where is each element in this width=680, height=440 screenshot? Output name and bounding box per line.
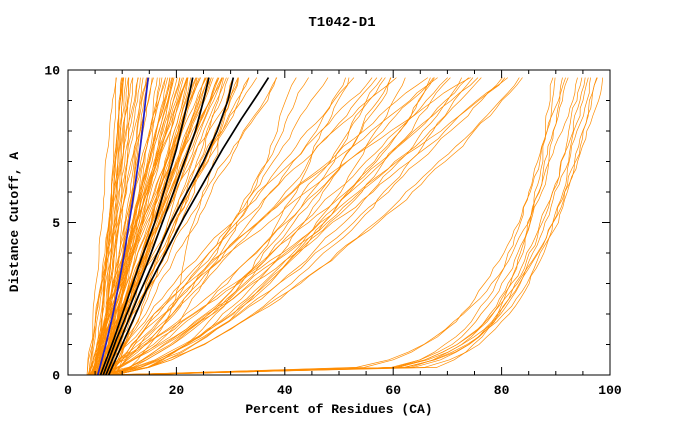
x-axis-label: Percent of Residues (CA) xyxy=(245,402,432,417)
ensemble-curve xyxy=(95,77,451,375)
ensemble-curve xyxy=(109,77,214,375)
ensemble-curve xyxy=(96,77,386,375)
ensemble-curve xyxy=(125,77,583,375)
ensemble-curve xyxy=(100,77,383,375)
ensemble-curve xyxy=(99,77,329,375)
y-tick-label: 0 xyxy=(52,369,60,384)
black-model-2-curve xyxy=(102,77,210,375)
ensemble-curve xyxy=(96,77,161,375)
x-tick-label: 100 xyxy=(598,383,622,398)
x-tick-label: 40 xyxy=(277,383,293,398)
ensemble-curve xyxy=(102,77,239,375)
y-axis-label: Distance Cutoff, A xyxy=(7,152,22,293)
x-tick-label: 80 xyxy=(494,383,510,398)
y-tick-label: 10 xyxy=(44,64,60,79)
ensemble-curve xyxy=(89,77,223,375)
ensemble-curve xyxy=(113,77,520,375)
ensemble-curve xyxy=(90,77,178,375)
ensemble-curve xyxy=(110,77,503,375)
ensemble-curve xyxy=(110,77,448,375)
ensemble-curve xyxy=(127,77,598,375)
ensemble-curve xyxy=(114,77,578,375)
ensemble-curve xyxy=(107,77,134,375)
ensemble-curve xyxy=(108,77,482,375)
ensemble-curve xyxy=(101,77,479,375)
ensemble-curve xyxy=(130,77,586,375)
x-tick-label: 20 xyxy=(169,383,185,398)
ensemble-curve xyxy=(88,77,139,375)
x-tick-label: 0 xyxy=(64,383,72,398)
ensemble-curve xyxy=(108,77,566,375)
black-model-1-curve xyxy=(99,77,194,375)
ensemble-curve xyxy=(92,77,378,375)
y-tick-label: 5 xyxy=(52,216,60,231)
ensemble-curve xyxy=(100,77,563,375)
ensemble-curve xyxy=(99,77,122,375)
ensemble-curve xyxy=(109,77,278,375)
ensemble-curve xyxy=(108,77,163,375)
ensemble-curve xyxy=(104,77,223,375)
ensemble-curve xyxy=(117,77,591,375)
ensemble-curve xyxy=(97,77,474,375)
ensemble-curve xyxy=(114,77,392,375)
ensemble-curve xyxy=(93,77,127,375)
ensemble-curve xyxy=(100,77,277,375)
ensemble-curve xyxy=(89,77,117,375)
ensemble-curve xyxy=(114,77,397,375)
ensemble-curve xyxy=(108,77,556,375)
ensemble-curve xyxy=(109,77,471,375)
ensemble-curve xyxy=(115,77,355,375)
x-tick-label: 60 xyxy=(385,383,401,398)
ensemble-curve xyxy=(126,77,604,375)
black-model-3-curve xyxy=(105,77,235,375)
black-model-4-curve xyxy=(107,77,270,375)
ensemble-curve xyxy=(92,77,509,375)
ensemble-curve xyxy=(90,77,391,375)
ensemble-curve xyxy=(89,77,346,375)
ensemble-curve xyxy=(93,77,434,375)
ensemble-curve xyxy=(101,77,141,375)
blue-reference-curve xyxy=(96,77,150,375)
ensemble-curve xyxy=(101,77,198,375)
chart-title: T1042-D1 xyxy=(308,15,375,31)
axes-layer: 0 20 40 60 80 100 0 5 10 xyxy=(44,64,622,399)
ensemble-curve xyxy=(111,77,554,375)
ensemble-curve xyxy=(114,77,435,375)
ensemble-curve xyxy=(96,77,506,375)
ensemble-curve xyxy=(98,77,406,375)
ensemble-curve xyxy=(109,77,469,375)
ensemble-curve xyxy=(100,77,373,375)
ensemble-curve xyxy=(98,77,438,375)
ensemble-curve xyxy=(89,77,201,375)
curve-layer xyxy=(86,77,604,375)
ensemble-curve xyxy=(114,77,429,375)
ensemble-curve xyxy=(108,77,124,375)
